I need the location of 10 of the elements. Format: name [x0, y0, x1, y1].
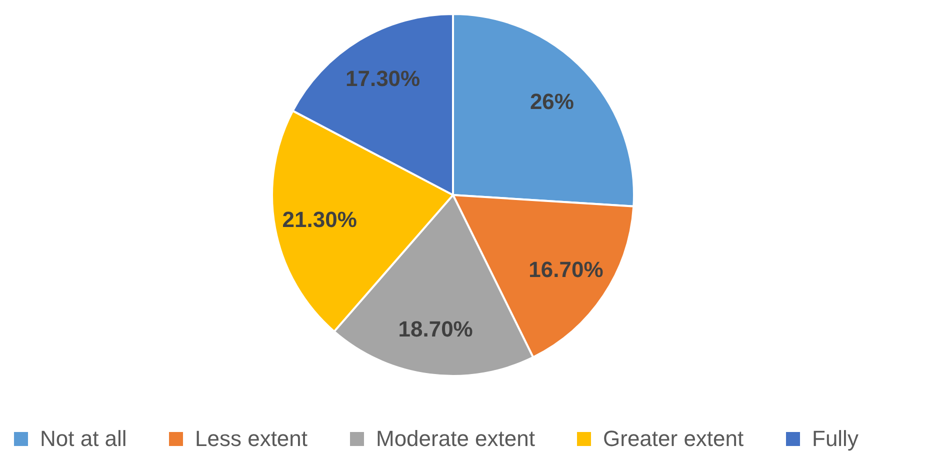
legend-label: Greater extent [603, 426, 744, 451]
data-label: 17.30% [345, 66, 420, 91]
legend-label: Moderate extent [376, 426, 535, 451]
legend-label: Not at all [40, 426, 127, 451]
data-label: 26% [530, 89, 574, 114]
legend-label: Less extent [195, 426, 308, 451]
legend-label: Fully [812, 426, 858, 451]
data-label: 21.30% [282, 207, 357, 232]
data-label: 16.70% [528, 257, 604, 282]
data-label: 18.70% [398, 316, 473, 342]
